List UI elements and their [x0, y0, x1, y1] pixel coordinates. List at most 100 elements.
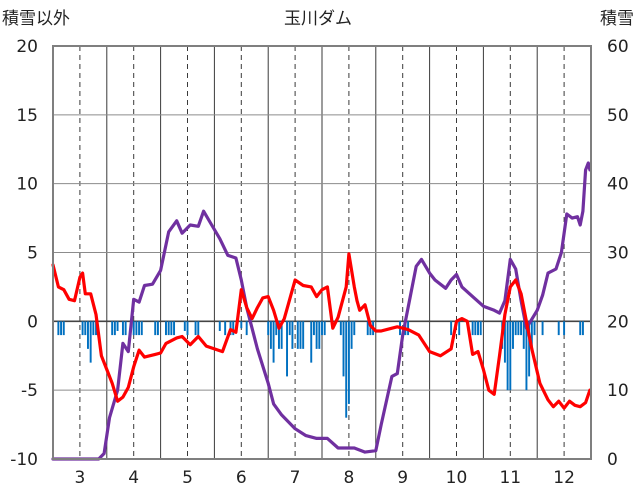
data-bar: [528, 321, 531, 377]
data-bar: [121, 321, 124, 336]
data-bar: [366, 321, 369, 336]
data-bar: [321, 321, 323, 336]
data-bar: [302, 321, 305, 349]
data-bar: [477, 321, 479, 336]
data-bar: [267, 321, 270, 336]
x-tick-label: 5: [182, 468, 193, 488]
data-bar: [194, 321, 197, 336]
data-bar: [167, 321, 170, 336]
data-bar: [479, 321, 482, 336]
data-bar: [95, 321, 98, 336]
data-bar: [81, 321, 84, 336]
x-tick-label: 10: [446, 468, 468, 488]
data-bar: [116, 321, 119, 331]
data-bar: [525, 321, 528, 391]
right-tick-label: 20: [607, 312, 629, 332]
data-bar: [506, 321, 509, 391]
data-bar: [140, 321, 143, 336]
data-bar: [315, 321, 318, 349]
data-bar: [280, 321, 283, 349]
data-bar: [62, 321, 65, 336]
left-tick-label: 20: [16, 37, 38, 57]
data-bar: [299, 321, 302, 349]
right-axis-tick-labels: 0 10 20 30 40 50 60: [607, 37, 629, 470]
data-bar: [512, 321, 514, 349]
data-bar: [286, 321, 288, 377]
data-bar: [541, 321, 544, 336]
data-bar: [557, 321, 560, 336]
data-bar: [517, 321, 520, 336]
data-bar: [245, 321, 248, 336]
x-tick-label: 4: [128, 468, 139, 488]
data-bar: [291, 321, 294, 349]
data-bar: [111, 321, 114, 336]
right-tick-label: 50: [607, 106, 629, 126]
data-bar: [522, 321, 525, 349]
x-tick-label: 3: [74, 468, 85, 488]
data-bar: [124, 321, 127, 336]
left-axis-label: 積雪以外: [2, 9, 70, 29]
data-bar: [369, 321, 372, 336]
left-tick-label: -5: [21, 381, 38, 401]
left-tick-label: 10: [16, 175, 38, 195]
left-tick-label: 0: [27, 312, 38, 332]
plot-border: [52, 45, 592, 460]
data-bar: [474, 321, 477, 336]
data-bar: [345, 321, 348, 418]
data-bar: [272, 321, 275, 363]
data-bar: [89, 321, 92, 363]
data-bar: [310, 321, 313, 363]
data-bar: [581, 321, 584, 336]
left-tick-label: -10: [10, 450, 38, 470]
data-bar: [135, 321, 138, 336]
data-bar: [232, 321, 235, 336]
x-tick-label: 6: [236, 468, 247, 488]
x-tick-label: 11: [499, 468, 521, 488]
data-bar: [132, 321, 135, 336]
purple-line-series: [51, 161, 592, 461]
data-bar: [170, 321, 173, 336]
data-bar: [520, 321, 523, 336]
data-bar: [173, 321, 176, 336]
right-tick-label: 0: [607, 450, 618, 470]
data-bar: [156, 321, 159, 336]
data-bar: [183, 321, 186, 331]
data-bar: [288, 321, 291, 336]
right-tick-label: 10: [607, 381, 629, 401]
data-bar: [138, 321, 141, 336]
data-bar: [57, 321, 60, 336]
data-bar: [450, 321, 453, 336]
data-bar: [154, 321, 157, 336]
data-bar: [530, 321, 533, 349]
data-bar: [579, 321, 582, 336]
data-bar: [318, 321, 321, 349]
data-bar: [471, 321, 474, 336]
data-bar: [563, 321, 566, 336]
data-bar: [186, 321, 189, 336]
data-bar: [269, 321, 272, 349]
x-tick-label: 7: [290, 468, 301, 488]
right-tick-label: 60: [607, 37, 629, 57]
data-bar: [514, 321, 517, 336]
data-bar: [84, 321, 87, 336]
x-tick-label: 8: [343, 468, 354, 488]
right-axis-label: 積雪: [600, 9, 634, 29]
data-bar: [533, 321, 536, 336]
x-axis-tick-labels: 3 4 5 6 7 8 9 10 11 12: [74, 468, 574, 488]
data-bar: [277, 321, 280, 349]
data-bar: [224, 321, 227, 336]
x-tick-label: 9: [397, 468, 408, 488]
left-axis-tick-labels: -10 -5 0 5 10 15 20: [10, 37, 38, 470]
data-bar: [347, 321, 350, 404]
data-bar: [323, 321, 326, 336]
chart-title: 玉川ダム: [284, 9, 352, 29]
left-tick-label: 5: [27, 244, 38, 264]
data-bar: [353, 321, 356, 336]
data-bar: [165, 321, 167, 336]
plot-frame: [52, 45, 592, 460]
data-bar: [503, 321, 506, 363]
data-bar: [197, 321, 200, 336]
data-bar: [342, 321, 345, 377]
data-bar: [339, 321, 342, 336]
red-line-series: [51, 252, 592, 410]
